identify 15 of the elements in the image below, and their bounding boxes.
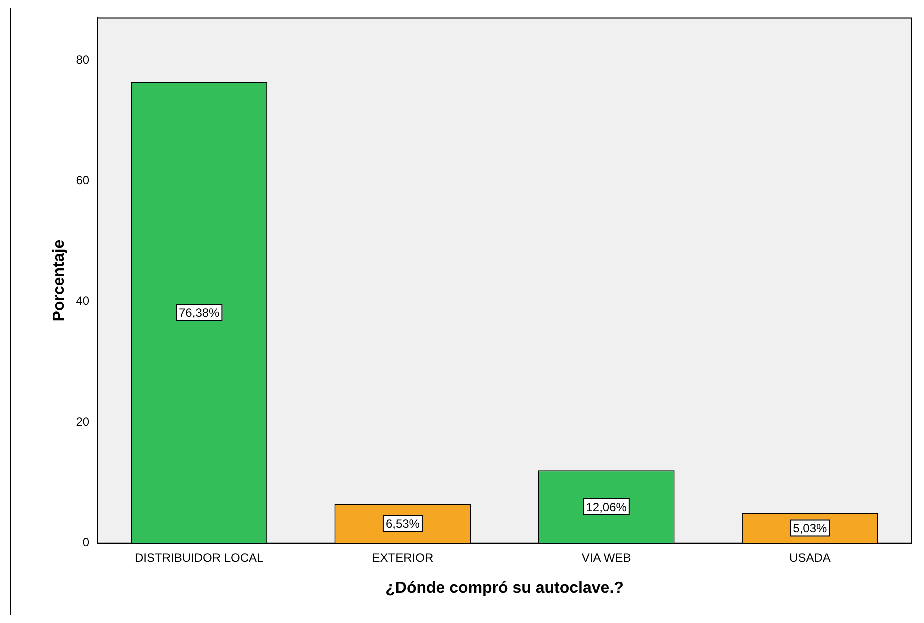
y-tick-label: 0 <box>82 536 90 550</box>
x-tick-label: VIA WEB <box>582 550 632 565</box>
x-tick-label: DISTRIBUIDOR LOCAL <box>135 550 264 565</box>
x-tick-label: USADA <box>790 550 831 565</box>
data-label: 12,06% <box>586 500 628 514</box>
y-tick-label: 40 <box>76 294 90 308</box>
y-tick-label: 80 <box>76 52 90 67</box>
y-tick-label: 60 <box>76 174 90 188</box>
x-axis-title: ¿Dónde compró su autoclave.? <box>386 580 624 597</box>
data-label: 6,53% <box>386 517 420 531</box>
x-tick-label: EXTERIOR <box>372 550 434 565</box>
data-label: 76,38% <box>179 306 220 320</box>
y-axis-title: Porcentaje <box>51 240 68 322</box>
y-tick-label: 20 <box>76 414 90 429</box>
data-label: 5,03% <box>793 522 828 536</box>
